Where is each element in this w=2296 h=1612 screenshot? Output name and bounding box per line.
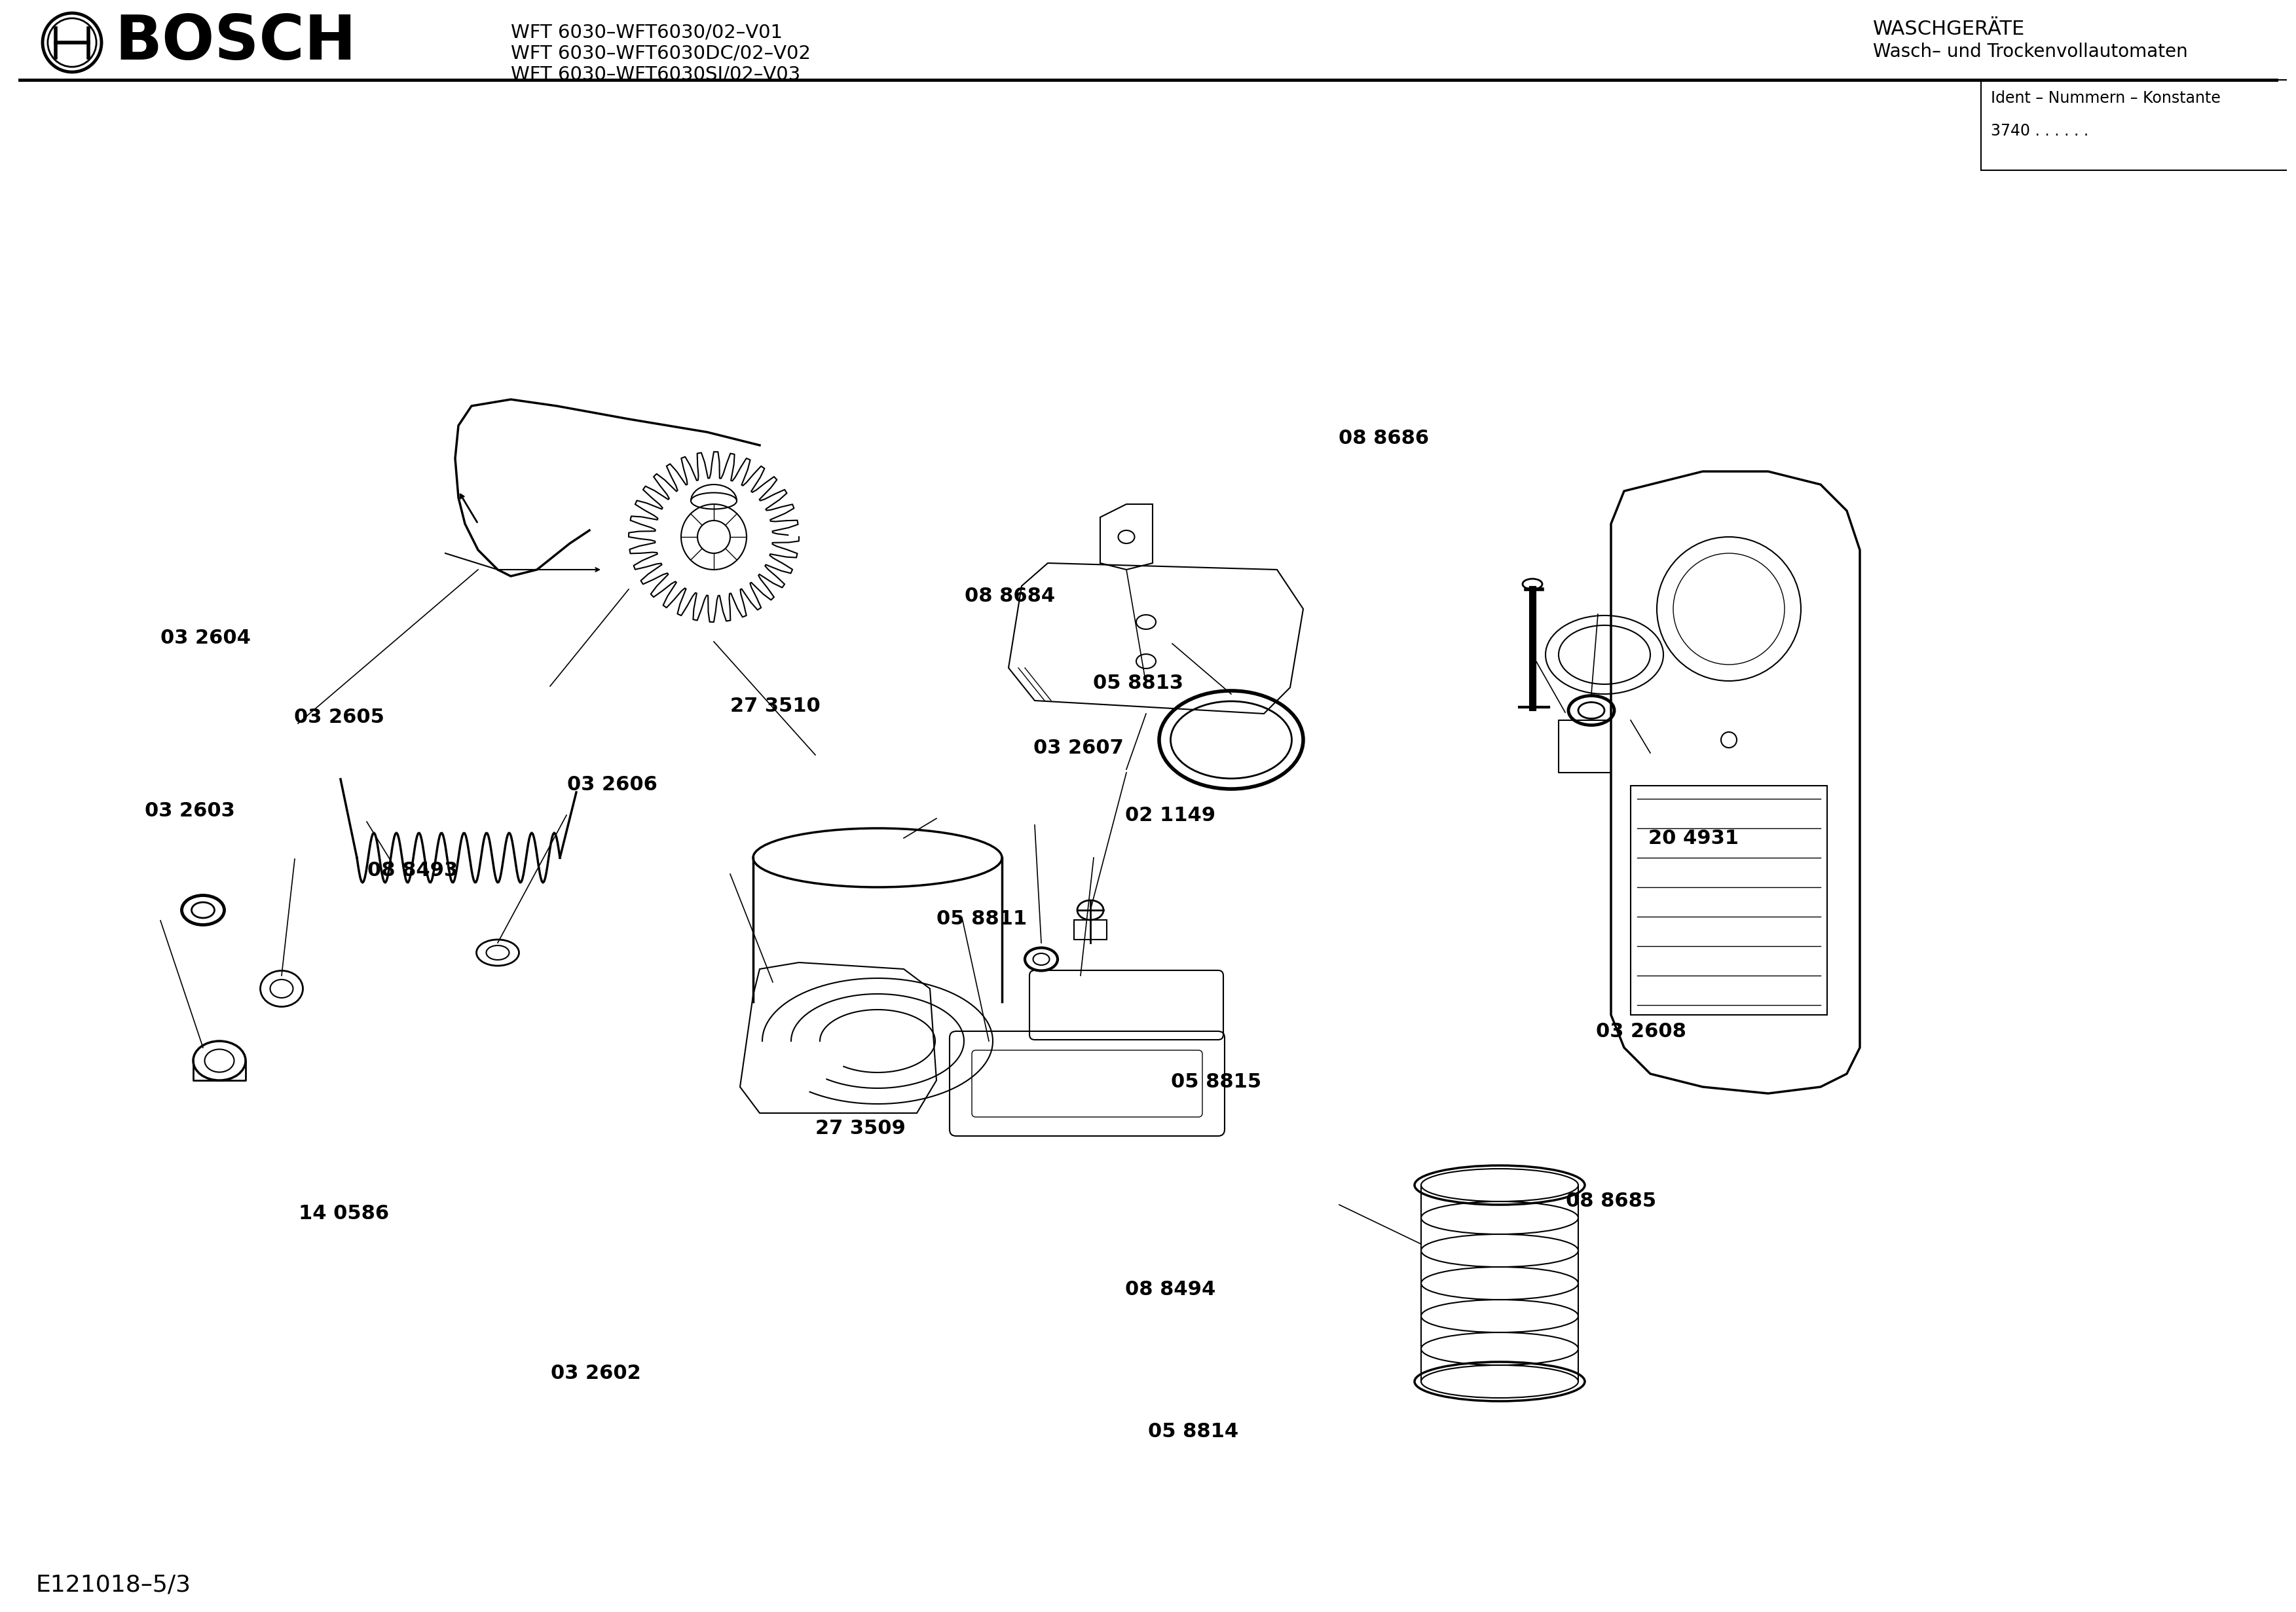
Text: BOSCH: BOSCH <box>115 13 356 73</box>
Text: 03 2605: 03 2605 <box>294 708 383 727</box>
Text: 03 2602: 03 2602 <box>551 1364 641 1383</box>
Text: 05 8814: 05 8814 <box>1148 1422 1238 1441</box>
Text: 03 2606: 03 2606 <box>567 775 657 795</box>
Text: WFT 6030–WFT6030DC/02–V02: WFT 6030–WFT6030DC/02–V02 <box>510 44 810 63</box>
Text: 20 4931: 20 4931 <box>1649 829 1738 848</box>
Text: 02 1149: 02 1149 <box>1125 806 1215 825</box>
Text: 05 8813: 05 8813 <box>1093 674 1182 693</box>
Bar <box>1630 785 1828 1016</box>
Text: WFT 6030–WFT6030/02–V01: WFT 6030–WFT6030/02–V01 <box>510 23 783 42</box>
Text: 08 8494: 08 8494 <box>1125 1280 1215 1299</box>
Text: 03 2608: 03 2608 <box>1596 1022 1685 1041</box>
Text: 03 2607: 03 2607 <box>1033 738 1123 758</box>
Text: WASCHGERÄTE: WASCHGERÄTE <box>1874 19 2025 39</box>
Text: 14 0586: 14 0586 <box>298 1204 388 1224</box>
Text: 05 8815: 05 8815 <box>1171 1072 1261 1091</box>
Bar <box>1075 920 1107 940</box>
Text: 08 8493: 08 8493 <box>367 861 457 880</box>
Text: WFT 6030–WFT6030SI/02–V03: WFT 6030–WFT6030SI/02–V03 <box>510 64 801 84</box>
Text: 08 8684: 08 8684 <box>964 587 1054 606</box>
Text: 27 3510: 27 3510 <box>730 696 820 716</box>
Text: Ident – Nummern – Konstante: Ident – Nummern – Konstante <box>1991 90 2220 106</box>
Text: 3740 . . . . . .: 3740 . . . . . . <box>1991 123 2089 139</box>
Text: E121018–5/3: E121018–5/3 <box>37 1573 191 1596</box>
Text: 08 8686: 08 8686 <box>1339 429 1428 448</box>
Text: 03 2603: 03 2603 <box>145 801 234 821</box>
Text: 08 8685: 08 8685 <box>1566 1191 1655 1211</box>
Text: Wasch– und Trockenvollautomaten: Wasch– und Trockenvollautomaten <box>1874 42 2188 61</box>
Text: 03 2604: 03 2604 <box>161 629 250 648</box>
Text: 27 3509: 27 3509 <box>815 1119 905 1138</box>
Text: 05 8811: 05 8811 <box>937 909 1026 929</box>
